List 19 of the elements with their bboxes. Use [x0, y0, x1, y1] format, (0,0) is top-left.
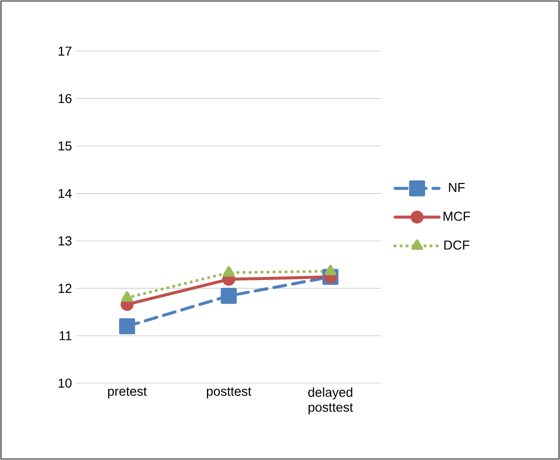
point: [220, 288, 237, 304]
y-tick-label: 14: [58, 188, 72, 198]
point: [222, 266, 235, 277]
legend-label: NF: [449, 182, 465, 192]
point: [119, 318, 136, 334]
point: [121, 291, 133, 302]
y-tick-label: 13: [58, 236, 72, 246]
legend-label: MCF: [444, 212, 470, 221]
x-tick-label: pretest: [108, 387, 147, 398]
point: [324, 264, 336, 276]
y-tick-label: 11: [60, 331, 72, 340]
x-tick-label: delayed posttest: [308, 387, 353, 414]
x-tick-label: posttest: [206, 387, 252, 398]
y-tick-label: 10: [58, 378, 72, 388]
y-tick-label: 17: [58, 46, 72, 56]
y-tick-label: 16: [58, 94, 72, 104]
y-tick-label: 15: [58, 141, 72, 151]
legend-label: DCF: [444, 240, 470, 250]
y-tick-label: 12: [58, 284, 72, 293]
